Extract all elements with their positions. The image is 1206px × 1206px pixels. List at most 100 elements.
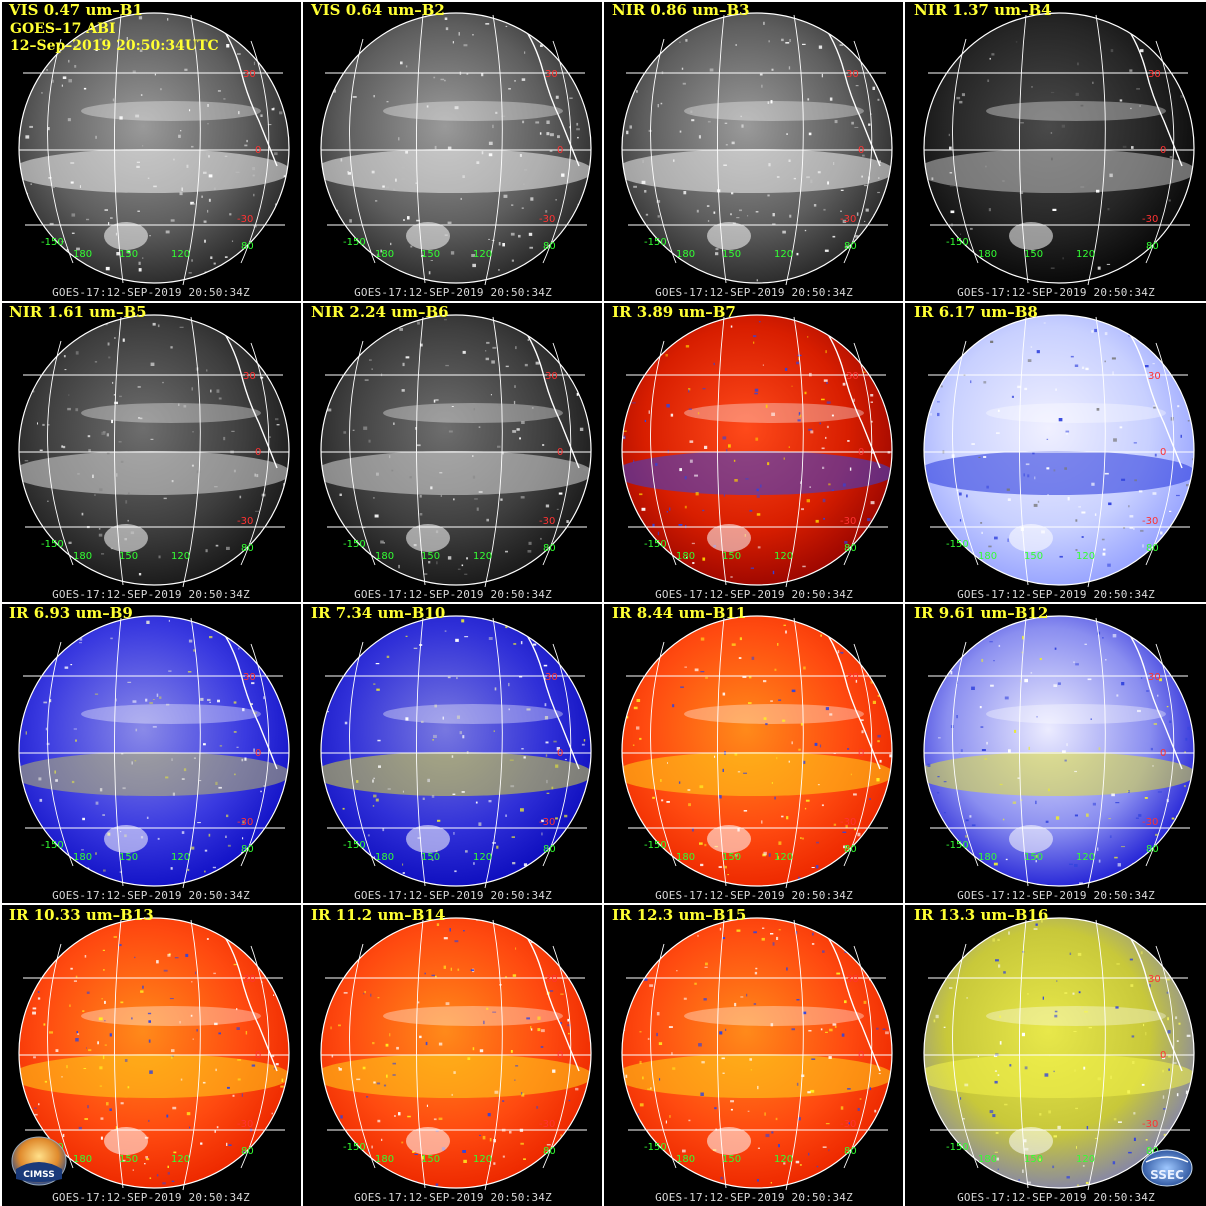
cloud-streak	[81, 101, 261, 121]
band-panel: 30 0 -30 -150 180 150 120 80 NIR 2.24 um–B6 GOES-…	[303, 303, 603, 603]
longitude-label: 180	[375, 551, 394, 562]
band-panel: 30 0 -30 -150 180 150 120 80 IR 9.61 um–B12 GOES-…	[906, 604, 1206, 904]
longitude-label: 80	[241, 1146, 254, 1157]
longitude-line	[416, 316, 426, 586]
cimss-logo-text: CIMSS	[23, 1170, 55, 1180]
longitude-line	[650, 943, 677, 1169]
band-panel: 30 0 -30 -150 180 150 120 80 NIR 1.37 um–B4 GOES-…	[906, 1, 1206, 301]
latitude-label: 0	[1160, 1050, 1166, 1061]
longitude-label: 80	[844, 241, 857, 252]
image-footer: GOES-17:12-SEP-2019 20:50:34Z	[52, 286, 250, 299]
longitude-label: 150	[722, 551, 741, 562]
band-title: IR 10.33 um–B13	[9, 906, 154, 924]
band-panel: 30 0 -30 -150 180 150 120 80 IR 7.34 um–B10 GOES-…	[303, 604, 603, 904]
longitude-label: 120	[1076, 551, 1095, 562]
itcz-band	[924, 752, 1194, 796]
graticule	[621, 615, 893, 889]
longitude-label: 180	[73, 1154, 92, 1165]
longitude-label: 150	[119, 852, 138, 863]
graticule	[923, 314, 1195, 588]
longitude-label: 180	[375, 1154, 394, 1165]
longitude-label: 80	[241, 543, 254, 554]
longitude-line	[1019, 617, 1029, 887]
longitude-label: 150	[421, 551, 440, 562]
latitude-label: 0	[557, 1050, 563, 1061]
coastline	[517, 18, 580, 167]
longitude-line	[843, 342, 873, 566]
graticule	[18, 314, 290, 588]
longitude-line	[114, 14, 124, 284]
band-panel: 30 0 -30 -150 180 150 120 80 IR 8.44 um–B11 GOES-…	[604, 604, 904, 904]
graticule	[18, 615, 290, 889]
disk-limb	[621, 615, 893, 887]
earth-disk-image: 30 0 -30 -150 180 150 120 80	[320, 615, 592, 889]
longitude-line	[542, 342, 572, 566]
longitude-line	[416, 617, 426, 887]
latitude-label: 30	[846, 371, 859, 382]
longitude-line	[182, 919, 201, 1191]
itcz-band	[924, 149, 1194, 193]
band-title: IR 7.34 um–B10	[311, 604, 446, 622]
band-panel: 30 0 -30 -150 180 150 120 80 IR 11.2 um–B14 GOES-…	[303, 906, 603, 1206]
cloud-streak	[383, 403, 563, 423]
latitude-label: 0	[858, 145, 864, 156]
longitude-line	[952, 641, 979, 867]
latitude-label: -30	[840, 817, 856, 828]
longitude-label: 80	[543, 1146, 556, 1157]
disk-limb	[320, 314, 592, 586]
disk-limb	[18, 917, 290, 1189]
latitude-label: -30	[539, 516, 555, 527]
earth-disk	[924, 616, 1194, 886]
longitude-label: 80	[241, 844, 254, 855]
latitude-label: 30	[243, 974, 256, 985]
longitude-label: 150	[421, 852, 440, 863]
earth-disk-image: 30 0 -30 -150 180 150 120 80	[923, 12, 1195, 286]
longitude-line	[717, 919, 727, 1189]
longitude-line	[1145, 945, 1175, 1169]
itcz-band	[321, 451, 591, 495]
disk-limb	[621, 917, 893, 1189]
latitude-label: -30	[1142, 1119, 1158, 1130]
longitude-line	[47, 340, 74, 566]
graticule	[621, 917, 893, 1191]
longitude-label: 80	[543, 543, 556, 554]
latitude-label: 30	[545, 69, 558, 80]
graticule	[923, 615, 1195, 889]
latitude-label: 30	[243, 672, 256, 683]
graticule	[923, 917, 1195, 1191]
latitude-label: 30	[545, 672, 558, 683]
disk-limb	[923, 917, 1195, 1189]
coastline	[818, 621, 881, 770]
longitude-label: 150	[119, 249, 138, 260]
itcz-band	[321, 1054, 591, 1098]
longitude-label: -150	[946, 539, 969, 550]
itcz-band	[321, 752, 591, 796]
longitude-line	[843, 945, 873, 1169]
image-footer: GOES-17:12-SEP-2019 20:50:34Z	[354, 286, 552, 299]
longitude-label: 180	[676, 852, 695, 863]
disk-limb	[923, 615, 1195, 887]
image-footer: GOES-17:12-SEP-2019 20:50:34Z	[52, 588, 250, 601]
disk-limb	[923, 314, 1195, 586]
longitude-line	[182, 14, 201, 286]
latitude-label: 30	[846, 69, 859, 80]
latitude-label: -30	[539, 1119, 555, 1130]
panel-divider	[0, 903, 1206, 905]
cloud-streak	[986, 704, 1166, 724]
coastline	[215, 923, 278, 1072]
storm-swirl	[1009, 1127, 1053, 1155]
longitude-line	[416, 14, 426, 284]
timestamp-label: 12–Sep–2019 20:50:34UTC	[10, 38, 219, 54]
longitude-line	[717, 617, 727, 887]
latitude-label: 0	[557, 447, 563, 458]
band-title: IR 11.2 um–B14	[311, 906, 446, 924]
longitude-label: 150	[119, 1154, 138, 1165]
longitude-label: 180	[978, 249, 997, 260]
itcz-band	[321, 149, 591, 193]
latitude-label: 30	[1148, 672, 1161, 683]
longitude-line	[349, 38, 376, 264]
longitude-label: 120	[1076, 852, 1095, 863]
latitude-label: 30	[1148, 69, 1161, 80]
longitude-label: -150	[946, 840, 969, 851]
longitude-label: 180	[375, 852, 394, 863]
